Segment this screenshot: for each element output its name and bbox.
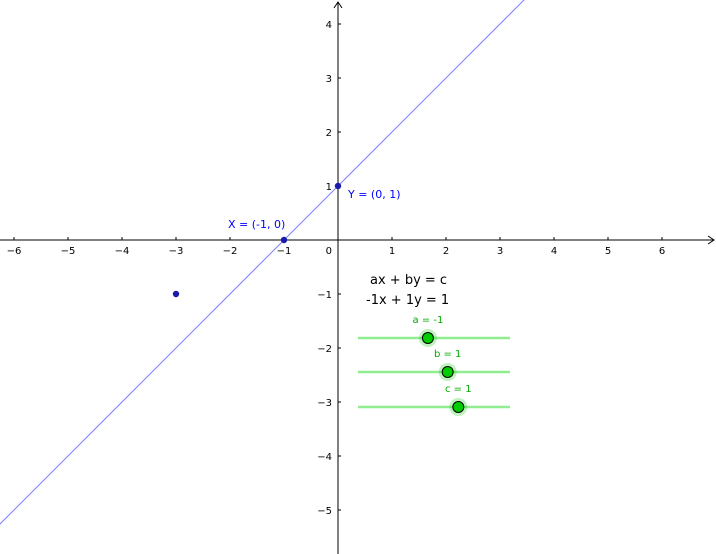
x-tick-label: 6 — [659, 246, 665, 257]
sliders: a = -1 b = 1 c = 1 — [358, 315, 510, 416]
origin-label: 0 — [326, 246, 332, 257]
slider-c[interactable]: c = 1 — [358, 384, 510, 416]
y-tick-label: −3 — [317, 398, 332, 409]
x-tick-label: −5 — [61, 246, 76, 257]
x-tick-label: −2 — [223, 246, 238, 257]
x-tick-label: −6 — [7, 246, 22, 257]
y-tick-label: −4 — [317, 452, 332, 463]
y-tick-label: −1 — [317, 290, 332, 301]
y-tick-label: 1 — [326, 182, 332, 193]
slider-knob[interactable] — [421, 332, 434, 344]
slider-knob[interactable] — [441, 366, 454, 378]
x-tick-label: −4 — [115, 246, 130, 257]
y-tick-label: 3 — [326, 74, 332, 85]
x-tick-label: −1 — [277, 246, 292, 257]
x-tick-label: 5 — [605, 246, 611, 257]
slider-label: c = 1 — [445, 384, 472, 395]
y-tick-label: −5 — [317, 506, 332, 517]
point-Y[interactable] — [334, 182, 342, 190]
x-tick-label: −3 — [169, 246, 184, 257]
slider-knob[interactable] — [452, 401, 465, 413]
y-tick-label: −2 — [317, 344, 332, 355]
slider-a[interactable]: a = -1 — [358, 315, 510, 347]
point-free[interactable] — [172, 290, 180, 298]
x-tick-label: 3 — [497, 246, 503, 257]
point-X-label: X = (-1, 0) — [228, 218, 285, 231]
y-axis-arrow-icon — [333, 1, 343, 9]
slider-label: b = 1 — [434, 349, 461, 360]
x-tick-label: 1 — [389, 246, 395, 257]
x-axis-arrow-icon — [707, 235, 715, 245]
equation-current: -1x + 1y = 1 — [366, 293, 449, 308]
slider-label: a = -1 — [412, 315, 443, 326]
points-layer: X = (-1, 0) Y = (0, 1) — [172, 182, 401, 298]
equation-general: ax + by = c — [370, 273, 447, 288]
x-tick-label: 4 — [551, 246, 557, 257]
y-tick-label: 4 — [326, 20, 332, 31]
x-tick-label: 2 — [443, 246, 449, 257]
y-tick-label: 2 — [326, 128, 332, 139]
slider-b[interactable]: b = 1 — [358, 349, 510, 381]
point-Y-label: Y = (0, 1) — [347, 188, 401, 201]
point-X[interactable] — [280, 236, 288, 244]
